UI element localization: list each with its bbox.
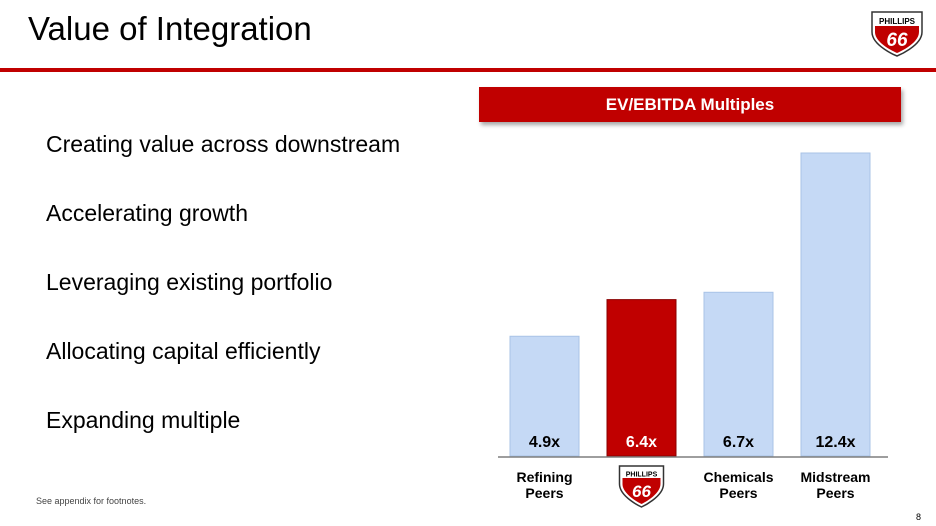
bar-value-label: 4.9x bbox=[529, 434, 560, 451]
x-tick-label: Midstream bbox=[800, 469, 870, 485]
x-tick-label: Chemicals bbox=[703, 469, 773, 485]
x-tick-label: Peers bbox=[525, 485, 563, 501]
x-tick-label: Refining bbox=[517, 469, 573, 485]
bar-value-label: 12.4x bbox=[815, 434, 855, 451]
bar-value-label: 6.4x bbox=[626, 434, 657, 451]
bullet-item: Allocating capital efficiently bbox=[46, 338, 321, 364]
page-title: Value of Integration bbox=[28, 10, 312, 47]
bullet-item: Creating value across downstream bbox=[46, 131, 401, 157]
footnote: See appendix for footnotes. bbox=[36, 496, 147, 506]
svg-text:66: 66 bbox=[886, 30, 908, 51]
bar bbox=[509, 335, 580, 457]
svg-text:66: 66 bbox=[632, 482, 651, 501]
bar-value-label: 6.7x bbox=[723, 434, 754, 451]
svg-text:PHILLIPS: PHILLIPS bbox=[879, 17, 916, 26]
bar bbox=[703, 291, 774, 457]
bar bbox=[800, 152, 871, 457]
bullet-item: Expanding multiple bbox=[46, 407, 241, 433]
x-tick-label: Peers bbox=[719, 485, 757, 501]
bullet-item: Accelerating growth bbox=[46, 200, 248, 226]
x-tick-label: Peers bbox=[816, 485, 854, 501]
svg-text:PHILLIPS: PHILLIPS bbox=[626, 472, 658, 479]
title-divider bbox=[0, 68, 936, 72]
bullet-list: Creating value across downstream Acceler… bbox=[46, 128, 400, 473]
chart-title: EV/EBITDA Multiples bbox=[479, 87, 901, 122]
ev-ebitda-bar-chart: 4.9xRefiningPeers6.4xPHILLIPS666.7xChemi… bbox=[498, 152, 888, 508]
page-number: 8 bbox=[916, 512, 922, 522]
phillips66-logo-icon: PHILLIPS 66 bbox=[871, 11, 923, 57]
bar bbox=[606, 299, 677, 457]
phillips66-category-logo-icon: PHILLIPS 66 bbox=[618, 465, 665, 508]
bullet-item: Leveraging existing portfolio bbox=[46, 269, 333, 295]
